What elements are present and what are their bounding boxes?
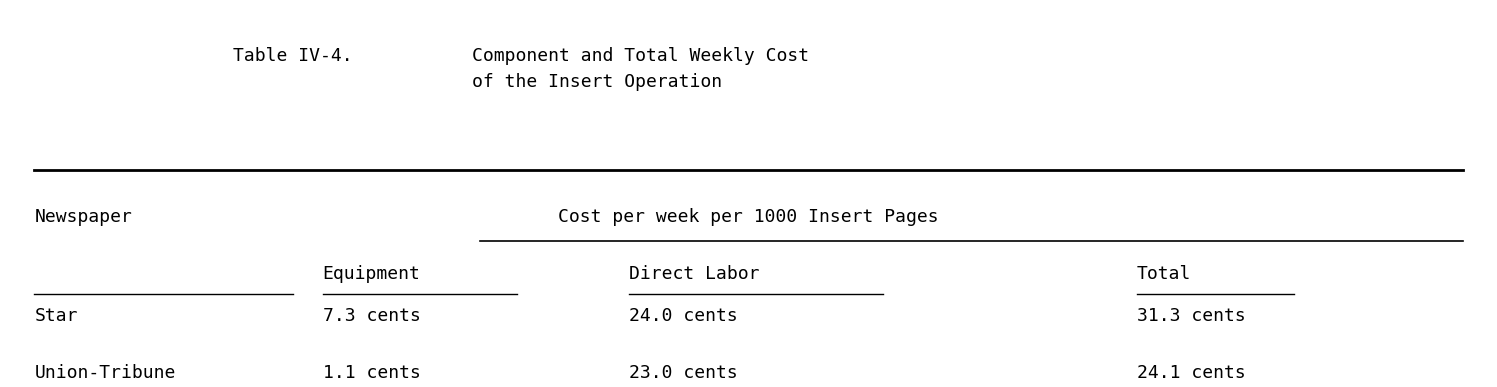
Text: 31.3 cents: 31.3 cents — [1138, 307, 1246, 325]
Text: Table IV-4.: Table IV-4. — [234, 47, 353, 65]
Text: 24.1 cents: 24.1 cents — [1138, 364, 1246, 382]
Text: 7.3 cents: 7.3 cents — [323, 307, 421, 325]
Text: 24.0 cents: 24.0 cents — [629, 307, 738, 325]
Text: Newspaper: Newspaper — [34, 208, 132, 226]
Text: Component and Total Weekly Cost
of the Insert Operation: Component and Total Weekly Cost of the I… — [472, 47, 810, 91]
Text: Direct Labor: Direct Labor — [629, 265, 759, 283]
Text: 23.0 cents: 23.0 cents — [629, 364, 738, 382]
Text: Equipment: Equipment — [323, 265, 421, 283]
Text: Union-Tribune: Union-Tribune — [34, 364, 175, 382]
Text: 1.1 cents: 1.1 cents — [323, 364, 421, 382]
Text: Total: Total — [1138, 265, 1192, 283]
Text: Cost per week per 1000 Insert Pages: Cost per week per 1000 Insert Pages — [558, 208, 939, 226]
Text: Star: Star — [34, 307, 78, 325]
